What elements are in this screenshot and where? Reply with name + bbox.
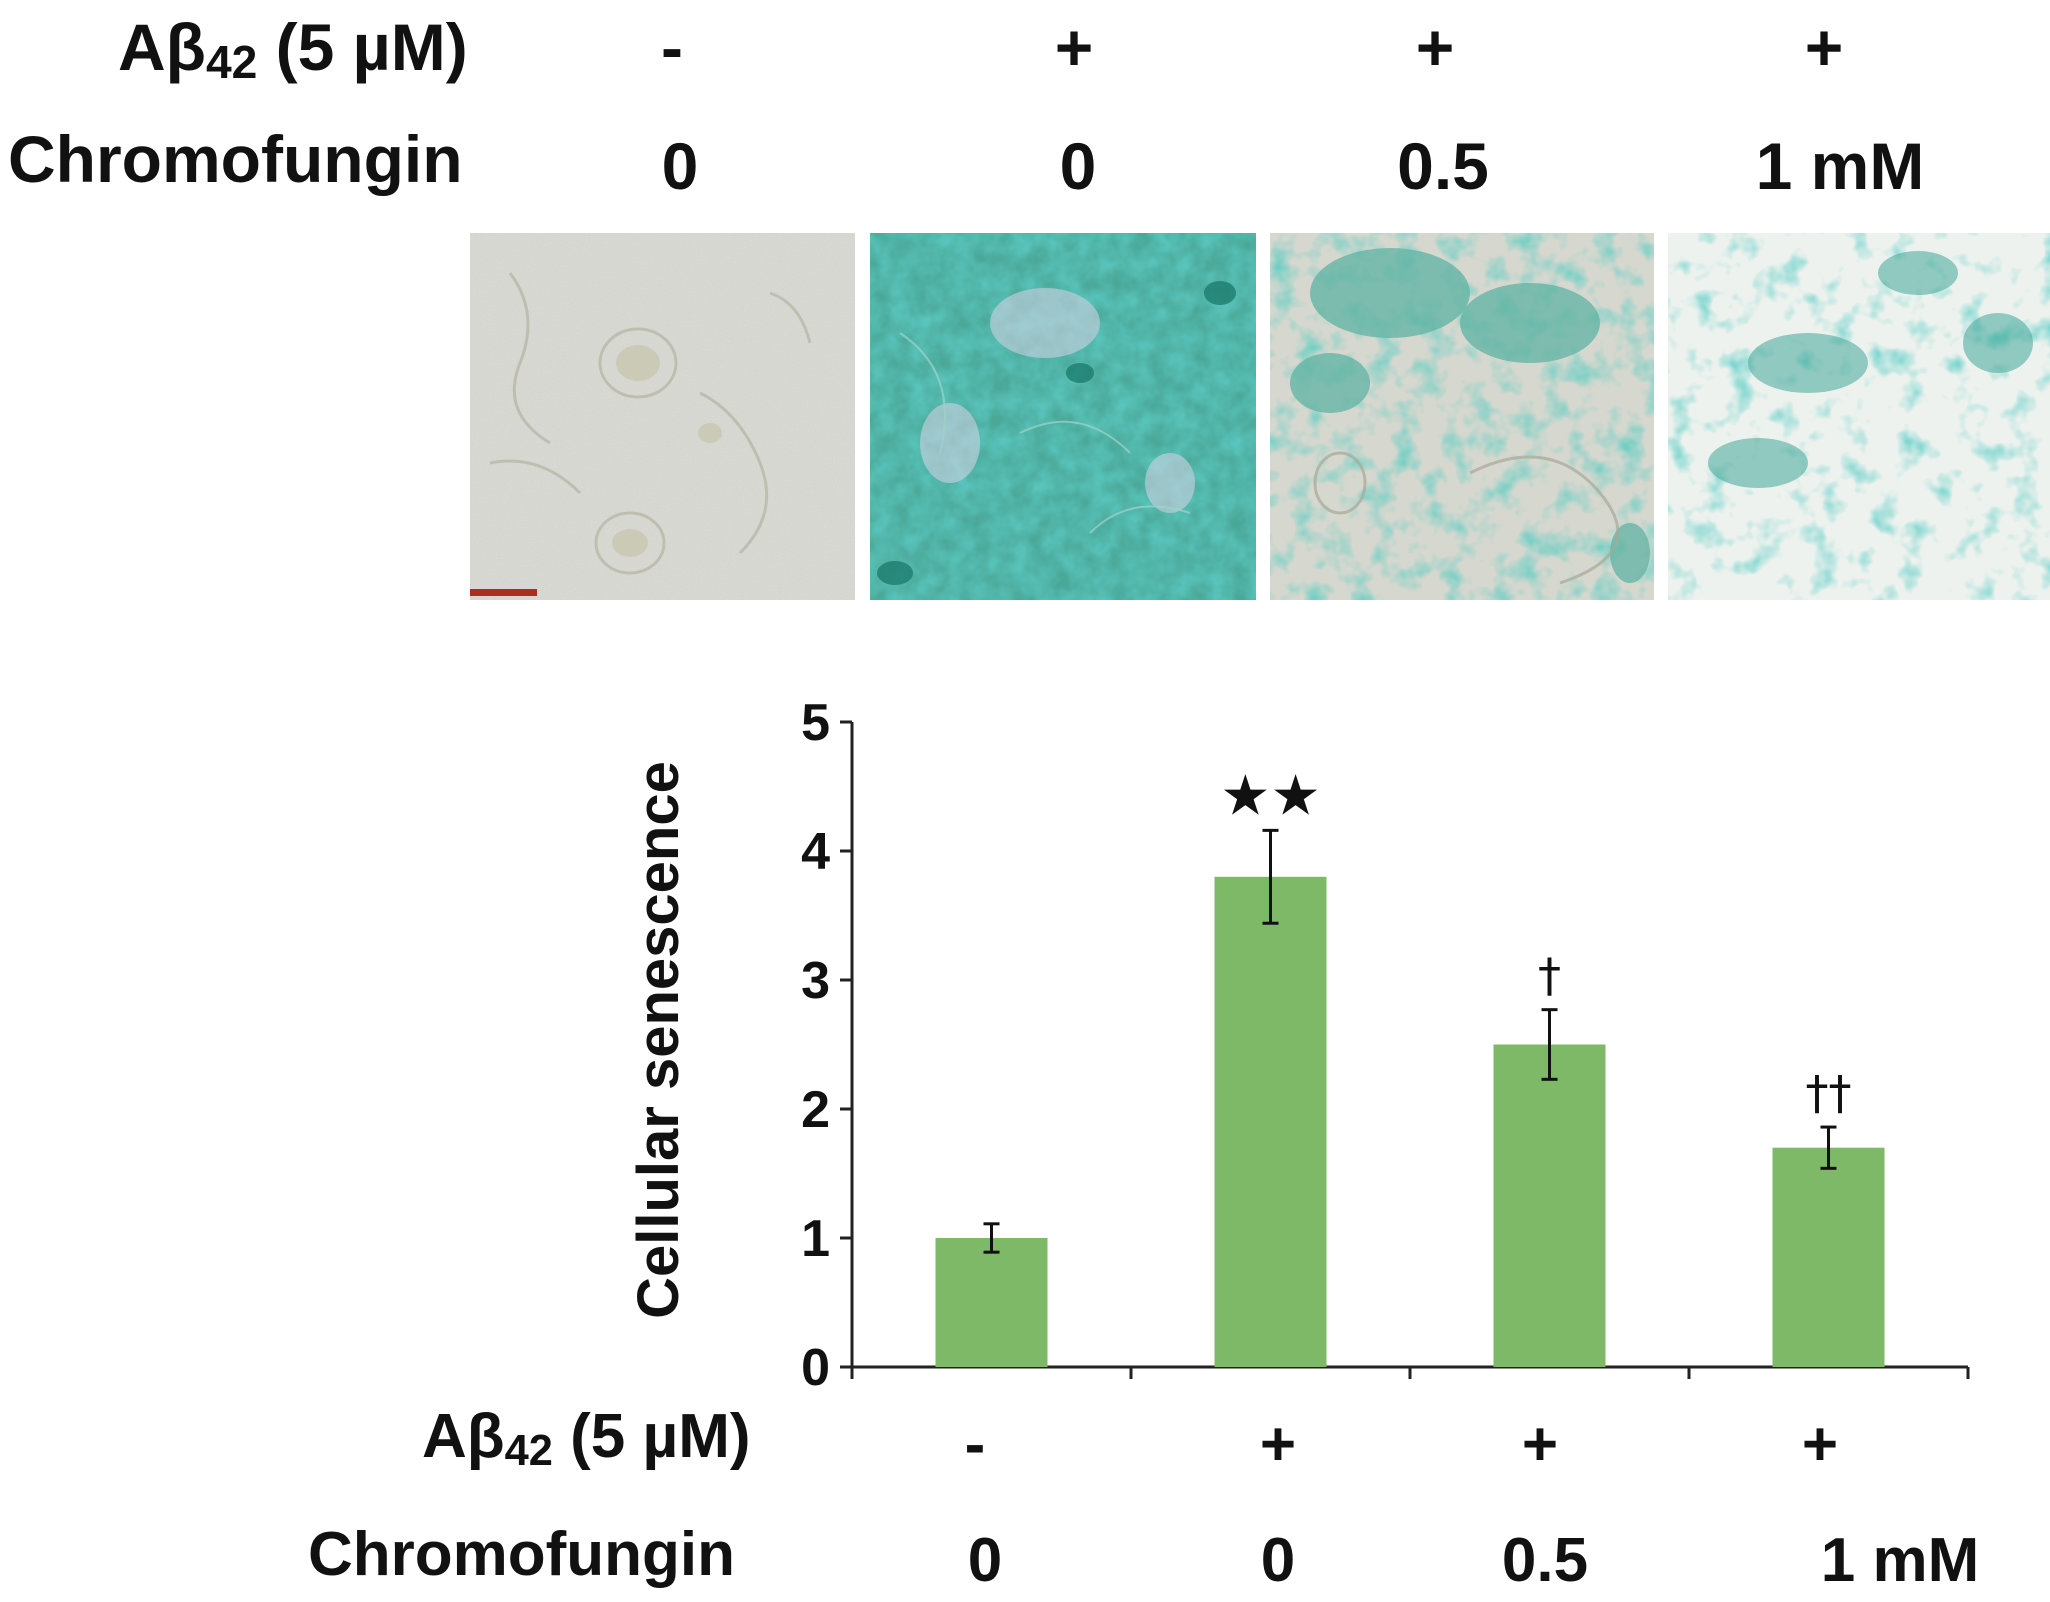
bottom-abeta-row-label: Aβ42 (5 µM): [422, 1406, 751, 1473]
y-tick-label-1: 1: [801, 1210, 830, 1268]
bottom-chromofungin-value-4: 1 mM: [1820, 1526, 1980, 1595]
bar-1: [935, 1238, 1048, 1367]
y-tick-label-4: 4: [801, 823, 830, 881]
bottom-abeta-subscript: 42: [504, 1426, 553, 1475]
top-abeta-value-3: +: [1415, 10, 1455, 84]
top-abeta-value-1: -: [661, 10, 683, 84]
micrograph-abeta: [870, 233, 1256, 600]
top-abeta-value-4: +: [1804, 10, 1844, 84]
bottom-abeta-value-2: +: [1259, 1410, 1297, 1479]
top-abeta-main: Aβ: [118, 10, 206, 84]
top-abeta-row-label: Aβ42 (5 µM): [118, 14, 468, 85]
top-chromofungin-value-3: 0.5: [1397, 129, 1489, 203]
top-abeta-value-2: +: [1054, 10, 1094, 84]
micrograph-chromofungin-0-5: [1270, 233, 1654, 600]
bottom-chromofungin-row-label: Chromofungin: [308, 1520, 736, 1589]
top-chromofungin-value-2: 0: [1059, 129, 1097, 203]
bar-4: [1772, 1147, 1885, 1367]
bottom-chromofungin-value-2: 0: [1260, 1526, 1296, 1595]
bottom-chromofungin-value-3: 0.5: [1501, 1526, 1589, 1595]
micrograph-chromofungin-1: [1668, 233, 2050, 600]
bar-3: [1493, 1044, 1606, 1367]
bottom-abeta-value-3: +: [1521, 1410, 1559, 1479]
top-chromofungin-value-1: 0: [661, 129, 699, 203]
bottom-abeta-value-1: -: [964, 1410, 986, 1479]
micrograph-control: [470, 233, 855, 600]
scale-bar: [470, 589, 537, 596]
bottom-abeta-tail: (5 µM): [552, 1402, 751, 1471]
significance-mark-2: ★★: [1220, 763, 1320, 828]
top-chromofungin-row-label: Chromofungin: [8, 122, 463, 196]
y-tick-label-0: 0: [801, 1339, 830, 1397]
top-abeta-tail: (5 µM): [257, 10, 468, 84]
significance-mark-4: ††: [1806, 1066, 1852, 1120]
top-abeta-subscript: 42: [205, 36, 258, 89]
y-axis-label: Cellular senescence: [626, 761, 691, 1319]
y-tick-label-2: 2: [801, 1081, 830, 1139]
y-tick-label-5: 5: [801, 694, 830, 752]
y-tick-label-3: 3: [801, 952, 830, 1010]
top-chromofungin-value-4: 1 mM: [1755, 129, 1925, 203]
bottom-abeta-main: Aβ: [422, 1402, 505, 1471]
bar-2: [1214, 876, 1327, 1367]
bottom-chromofungin-value-1: 0: [967, 1526, 1003, 1595]
significance-mark-3: †: [1538, 949, 1561, 1003]
bottom-abeta-value-4: +: [1801, 1410, 1839, 1479]
